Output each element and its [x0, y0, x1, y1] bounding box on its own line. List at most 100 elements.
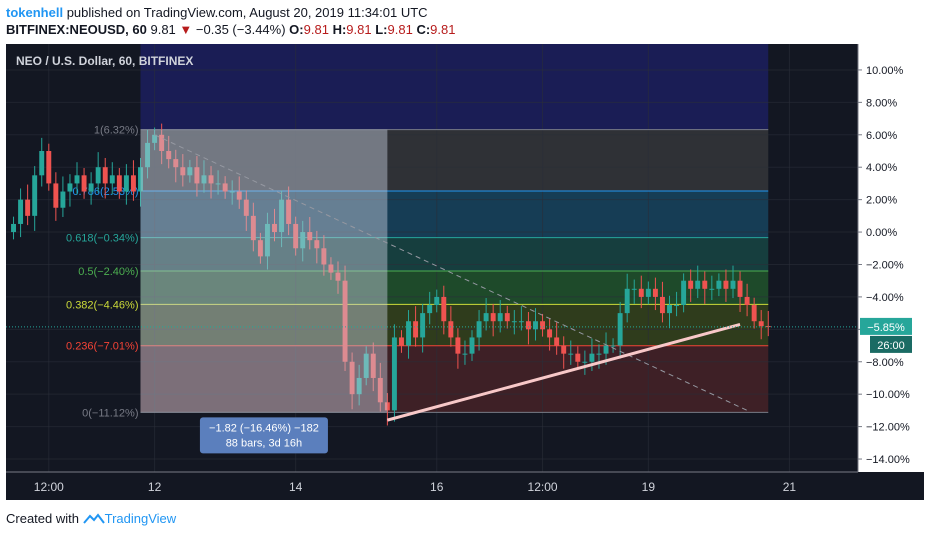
candle-body	[730, 280, 736, 289]
candle-body	[751, 305, 757, 322]
publish-header: tokenhell published on TradingView.com, …	[6, 4, 455, 38]
candle-body	[716, 280, 722, 289]
price-tick-label: −4.00%	[866, 292, 904, 304]
tradingview-link[interactable]: TradingView	[104, 511, 177, 526]
candle-body	[328, 264, 334, 273]
measure-label-line2: 88 bars, 3d 16h	[226, 437, 302, 449]
price-tick-label: 4.00%	[866, 162, 897, 174]
candle-body	[568, 353, 574, 355]
candle-body	[201, 175, 207, 184]
candle-body	[575, 353, 581, 362]
high-label: H:	[332, 22, 347, 37]
price-tick-label: −14.00%	[866, 454, 910, 466]
candle-body	[180, 167, 186, 176]
candle-body	[229, 191, 235, 193]
open-value: 9.81	[303, 22, 329, 37]
candle-body	[617, 313, 623, 346]
candle-body	[582, 361, 588, 363]
candle-body	[102, 167, 108, 184]
candle-body	[681, 280, 687, 306]
countdown-value: 26:00	[877, 340, 905, 352]
candle-body	[384, 402, 390, 411]
candle-body	[455, 337, 461, 354]
candle-body	[356, 377, 362, 395]
axes: 10.00% 8.00% 6.00% 4.00% 2.00% 0.00% −2.00% −4.…	[6, 44, 924, 500]
price-tick-label: −8.00%	[866, 357, 904, 369]
candle-body	[272, 223, 277, 233]
candle-body	[145, 142, 151, 168]
created-with-label: Created with	[6, 511, 79, 526]
drawings: −1.82 (−16.46%) −182 88 bars, 3d 16h	[6, 129, 858, 454]
candle-body	[469, 337, 475, 354]
candle-body	[130, 175, 136, 192]
candle-body	[695, 280, 701, 289]
candle-body	[335, 272, 341, 281]
candle-body	[441, 296, 447, 322]
candle-body	[46, 151, 52, 184]
candle-body	[286, 199, 292, 224]
footer: Created with TradingView	[6, 511, 176, 526]
time-tick-label: 16	[430, 480, 444, 494]
low-label: L:	[375, 22, 388, 37]
candle-body	[723, 280, 729, 289]
candle-body	[208, 175, 214, 184]
candle-body	[53, 183, 59, 208]
candle-body	[81, 175, 87, 192]
candle-body	[279, 199, 285, 233]
candle-body	[518, 321, 524, 323]
candle-body	[138, 167, 143, 192]
fib-level-label: 0.618(−0.34%)	[66, 233, 138, 245]
candle-body	[18, 199, 24, 224]
fib-level-label: 0.5(−2.40%)	[78, 266, 138, 278]
candle-body	[88, 183, 94, 192]
candle-body	[413, 321, 419, 338]
candle-body	[758, 321, 764, 327]
time-tick-label: 12:00	[34, 480, 64, 494]
candle-body	[652, 288, 658, 297]
candle-body	[596, 353, 602, 355]
candle-body	[307, 232, 313, 241]
chart-title: NEO / U.S. Dollar, 60, BITFINEX	[16, 54, 193, 68]
publish-line: tokenhell published on TradingView.com, …	[6, 4, 455, 21]
candle-body	[483, 313, 489, 322]
countdown-tag	[870, 335, 912, 353]
candle-body	[525, 321, 531, 330]
close-value: 9.81	[430, 22, 456, 37]
tradingview-logo-icon	[82, 513, 105, 524]
candle-body	[420, 313, 426, 338]
candle-body	[173, 159, 179, 168]
down-arrow-icon: ▼	[179, 22, 193, 37]
candle-body	[314, 240, 320, 249]
candle-body	[702, 280, 708, 289]
candle-body	[250, 215, 256, 241]
candle-body	[688, 280, 694, 289]
price-change: −0.35 (−3.44%)	[195, 22, 286, 37]
fib-level-label: 0.236(−7.01%)	[66, 341, 138, 353]
candle-body	[215, 183, 221, 185]
candle-body	[39, 151, 45, 176]
time-axis-bg	[6, 472, 924, 500]
candle-body	[60, 191, 66, 208]
candle-body	[476, 321, 482, 338]
price-tick-label: −2.00%	[866, 259, 904, 271]
candle-body	[123, 175, 129, 192]
fib-level-label: 0(−11.12%)	[82, 407, 138, 419]
candle-body	[32, 175, 38, 216]
candle-body	[434, 296, 440, 306]
time-tick-label: 19	[642, 480, 656, 494]
candle-body	[109, 175, 115, 184]
candle-body	[504, 313, 510, 322]
author-link[interactable]: tokenhell	[6, 5, 64, 20]
candle-body	[427, 305, 433, 314]
candle-body	[533, 321, 538, 330]
price-chart[interactable]: 1(6.32%)0.786(2.53%)0.618(−0.34%)0.5(−2.…	[6, 44, 924, 500]
candle-body	[243, 199, 249, 216]
fib-levels: 1(6.32%)0.786(2.53%)0.618(−0.34%)0.5(−2.…	[66, 125, 769, 419]
low-value: 9.81	[387, 22, 413, 37]
candle-body	[391, 337, 397, 411]
candle-body	[293, 223, 299, 249]
candle-body	[540, 321, 546, 330]
candle-body	[187, 167, 193, 176]
candle-body	[370, 353, 376, 378]
candle-body	[377, 377, 383, 403]
